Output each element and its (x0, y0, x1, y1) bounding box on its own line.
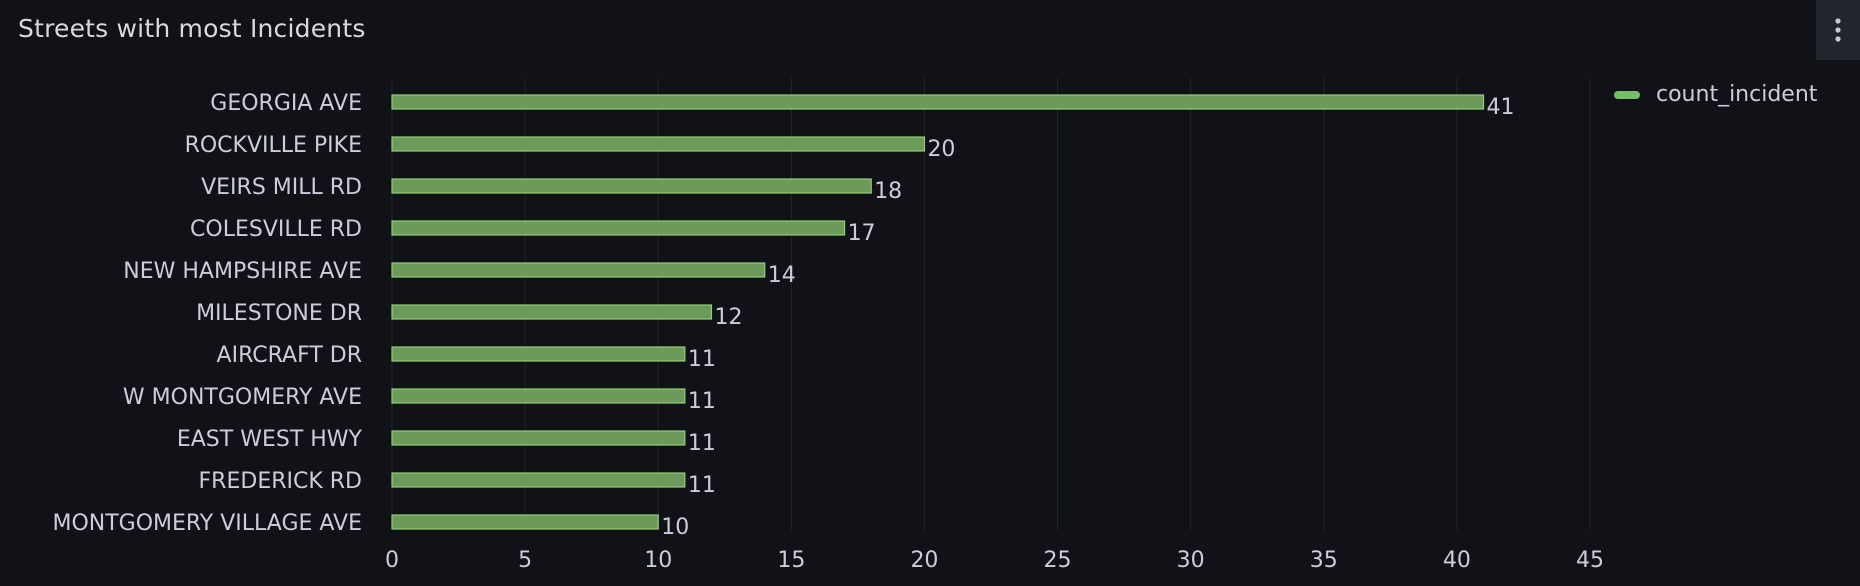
bar (391, 220, 846, 236)
panel-header: Streets with most Incidents (0, 0, 1860, 60)
x-tick-label: 35 (1310, 548, 1338, 573)
x-tick-label: 45 (1576, 548, 1604, 573)
y-category-label: COLESVILLE RD (190, 217, 362, 242)
x-tick-label: 30 (1177, 548, 1205, 573)
x-tick-label: 40 (1443, 548, 1471, 573)
bar-value-label: 11 (688, 473, 716, 498)
x-tick-label: 25 (1044, 548, 1072, 573)
bar-value-label: 41 (1487, 95, 1515, 120)
bar (391, 262, 766, 278)
bar (391, 136, 926, 152)
bar-value-label: 10 (661, 515, 689, 540)
x-tick-label: 20 (910, 548, 938, 573)
bar-value-label: 20 (927, 137, 955, 162)
x-tick-label: 5 (518, 548, 532, 573)
kebab-vertical-icon (1835, 18, 1841, 42)
legend-swatch (1614, 90, 1640, 99)
bar-value-label: 12 (714, 305, 742, 330)
bar-value-label: 11 (688, 431, 716, 456)
x-tick-label: 10 (644, 548, 672, 573)
bar (391, 178, 872, 194)
bar (391, 388, 686, 404)
y-category-label: VEIRS MILL RD (201, 175, 362, 200)
bar (391, 94, 1485, 110)
x-tick-label: 0 (385, 548, 399, 573)
bar-value-label: 14 (768, 263, 796, 288)
y-category-label: EAST WEST HWY (177, 427, 363, 452)
bar-value-label: 18 (874, 179, 902, 204)
bar-value-label: 11 (688, 389, 716, 414)
y-category-label: W MONTGOMERY AVE (123, 385, 362, 410)
panel-menu-button[interactable] (1816, 0, 1860, 60)
bar-chart: 0 5 10 15 20 25 30 35 40 45 GEORGIA AVE 41 ROCKVILLE… (52, 78, 1604, 573)
y-category-label: FREDERICK RD (199, 469, 362, 494)
bar-value-label: 11 (688, 347, 716, 372)
y-category-label: ROCKVILLE PIKE (185, 133, 362, 158)
y-category-label: NEW HAMPSHIRE AVE (123, 259, 362, 284)
y-category-label: AIRCRAFT DR (217, 343, 362, 368)
bar (391, 514, 659, 530)
y-category-label: MILESTONE DR (196, 301, 362, 326)
y-category-label: GEORGIA AVE (210, 91, 362, 116)
bar (391, 304, 713, 320)
y-category-label: MONTGOMERY VILLAGE AVE (52, 511, 362, 536)
panel-title: Streets with most Incidents (18, 14, 366, 43)
x-tick-label: 15 (777, 548, 805, 573)
bar (391, 346, 686, 362)
bar (391, 472, 686, 488)
legend-label: count_incident (1656, 82, 1818, 107)
bar (391, 430, 686, 446)
chart-area: 0 5 10 15 20 25 30 35 40 45 GEORGIA AVE 41 ROCKVILLE… (0, 60, 1860, 586)
legend-item-count-incident[interactable]: count_incident (1614, 82, 1817, 107)
bar-value-label: 17 (848, 221, 876, 246)
